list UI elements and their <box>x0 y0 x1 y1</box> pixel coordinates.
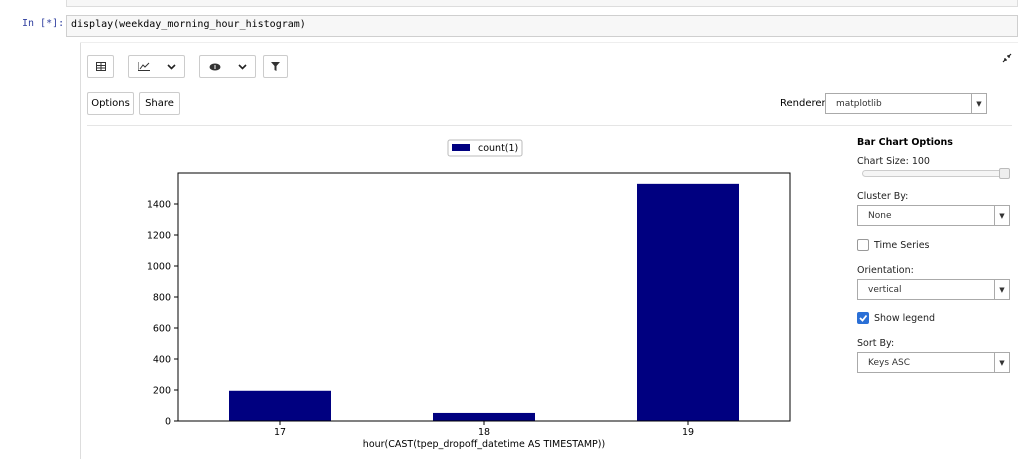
y-tick-label: 1200 <box>147 231 171 242</box>
options-button[interactable]: Options <box>87 92 134 115</box>
icon <box>137 62 150 71</box>
legend-swatch <box>452 144 470 151</box>
chart: 0 200 400 600 800 1000 1200 1400 17 18 19 hour(CAST… <box>147 139 791 450</box>
time-series-checkbox[interactable] <box>857 239 869 251</box>
sort-select[interactable]: Keys ASC ▼ <box>857 352 1010 373</box>
time-series-label: Time Series <box>874 240 930 251</box>
cluster-label: Cluster By: <box>857 191 909 202</box>
x-tick-label: 18 <box>478 427 490 438</box>
y-tick-label: 600 <box>153 324 171 335</box>
chart-size: Chart Size: 100 <box>857 156 930 167</box>
y-tick-label: 0 <box>165 417 171 428</box>
filter-button[interactable] <box>263 55 288 78</box>
legend-label: count(1) <box>478 143 518 154</box>
show-legend-checkbox[interactable] <box>857 312 869 324</box>
sort-value: Keys ASC <box>868 357 911 368</box>
bar <box>433 412 535 421</box>
y-tick-label: 800 <box>153 293 171 304</box>
cluster-select[interactable]: None ▼ <box>857 205 1010 226</box>
renderer-value: matplotlib <box>836 98 882 109</box>
renderer-label: Renderer: <box>780 98 829 109</box>
orientation-value: vertical <box>868 284 902 295</box>
icon <box>95 62 106 71</box>
arrow: ▼ <box>994 280 1009 299</box>
sort-label: Sort By: <box>857 338 895 349</box>
table-button[interactable] <box>87 55 114 78</box>
prompt: In [*]: <box>22 18 65 29</box>
x-tick-label: 17 <box>274 427 286 438</box>
previous-cell <box>66 0 1018 7</box>
show-legend-label: Show legend <box>874 313 936 324</box>
output-border <box>80 42 81 459</box>
plot-frame <box>177 172 791 422</box>
caret <box>237 63 247 70</box>
output-top <box>80 42 1018 43</box>
arrow: ▼ <box>994 206 1009 225</box>
y-tick-label: 200 <box>153 386 171 397</box>
arrow: ▼ <box>994 353 1009 372</box>
cluster-value: None <box>868 210 892 221</box>
code-cell[interactable]: display(weekday_morning_hour_histogram) <box>66 15 1018 37</box>
chart-button[interactable] <box>128 55 185 78</box>
x-axis-label: hour(CAST(tpep_dropoff_datetime AS TIMES… <box>363 439 605 450</box>
orientation-select[interactable]: vertical ▼ <box>857 279 1010 300</box>
collapse-icon[interactable] <box>1002 53 1012 63</box>
check <box>859 314 868 322</box>
y-tick-label: 1000 <box>147 262 171 273</box>
bar <box>637 183 739 421</box>
download-button[interactable] <box>199 55 256 78</box>
x-tick-label: 19 <box>682 427 694 438</box>
code: display(weekday_morning_hour_histogram) <box>71 19 306 30</box>
slider[interactable] <box>862 168 1010 179</box>
panel-title: Bar Chart Options <box>857 137 953 148</box>
slider-handle[interactable] <box>999 168 1010 179</box>
icon <box>209 63 220 71</box>
y-tick-label: 1400 <box>147 200 171 211</box>
divider <box>87 125 1012 126</box>
caret <box>166 63 176 70</box>
icon <box>271 62 280 71</box>
arrow: ▼ <box>971 94 986 113</box>
bar <box>229 390 331 421</box>
renderer-select[interactable]: matplotlib ▼ <box>825 93 987 114</box>
orientation-label: Orientation: <box>857 265 914 276</box>
y-tick-label: 400 <box>153 355 171 366</box>
share-button[interactable]: Share <box>139 92 180 115</box>
